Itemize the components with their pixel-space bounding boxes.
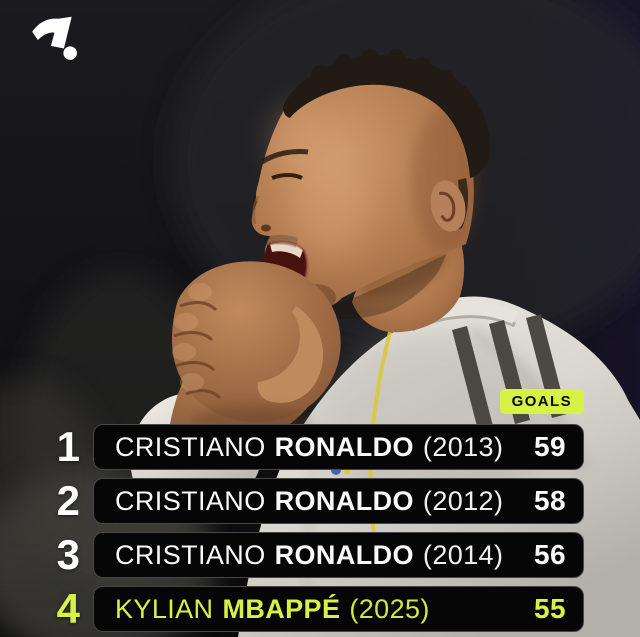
ear — [430, 180, 466, 232]
goals-value: 55 — [534, 593, 566, 624]
goals-value: 59 — [534, 431, 566, 462]
eyebrow — [260, 149, 309, 165]
player-last-name: RONALDO — [274, 485, 414, 516]
ranking-row-3: 3 CRISTIANO RONALDO (2014) 56 — [0, 532, 640, 578]
rank-number: 1 — [56, 423, 80, 470]
ranking-list: 1 CRISTIANO RONALDO (2013) 59 2 CRISTIAN… — [0, 424, 640, 632]
player-first-name: CRISTIANO — [115, 431, 266, 462]
eye — [271, 173, 303, 180]
ranking-row-2: 2 CRISTIANO RONALDO (2012) 58 — [0, 478, 640, 524]
rank-number: 4 — [56, 585, 80, 632]
goals-value: 58 — [534, 485, 566, 516]
player-pill: CRISTIANO RONALDO (2012) 58 — [93, 478, 584, 524]
player-first-name: KYLIAN — [115, 593, 214, 624]
player-pill: CRISTIANO RONALDO (2014) 56 — [93, 532, 584, 578]
player-pill: CRISTIANO RONALDO (2013) 59 — [93, 424, 584, 470]
goals-badge: GOALS — [499, 389, 584, 414]
player-last-name: RONALDO — [274, 539, 414, 570]
player-pill: KYLIAN MBAPPÉ (2025) 55 — [93, 586, 584, 632]
season-year: (2013) — [422, 431, 504, 462]
head — [251, 49, 491, 319]
onefootball-logo-icon — [32, 16, 77, 60]
rank-number: 2 — [56, 477, 80, 524]
goals-value: 56 — [534, 539, 566, 570]
player-first-name: CRISTIANO — [115, 485, 266, 516]
ranking-row-1: 1 CRISTIANO RONALDO (2013) 59 — [0, 424, 640, 470]
nose — [252, 195, 260, 225]
season-year: (2025) — [349, 593, 430, 624]
rank-number: 3 — [56, 531, 80, 578]
thumb — [257, 306, 324, 403]
player-last-name: RONALDO — [274, 431, 414, 462]
season-year: (2012) — [422, 485, 504, 516]
season-year: (2014) — [422, 539, 504, 570]
player-first-name: CRISTIANO — [115, 539, 266, 570]
ranking-row-4: 4 KYLIAN MBAPPÉ (2025) 55 — [0, 586, 640, 632]
fist — [172, 261, 341, 438]
player-last-name: MBAPPÉ — [222, 593, 341, 624]
